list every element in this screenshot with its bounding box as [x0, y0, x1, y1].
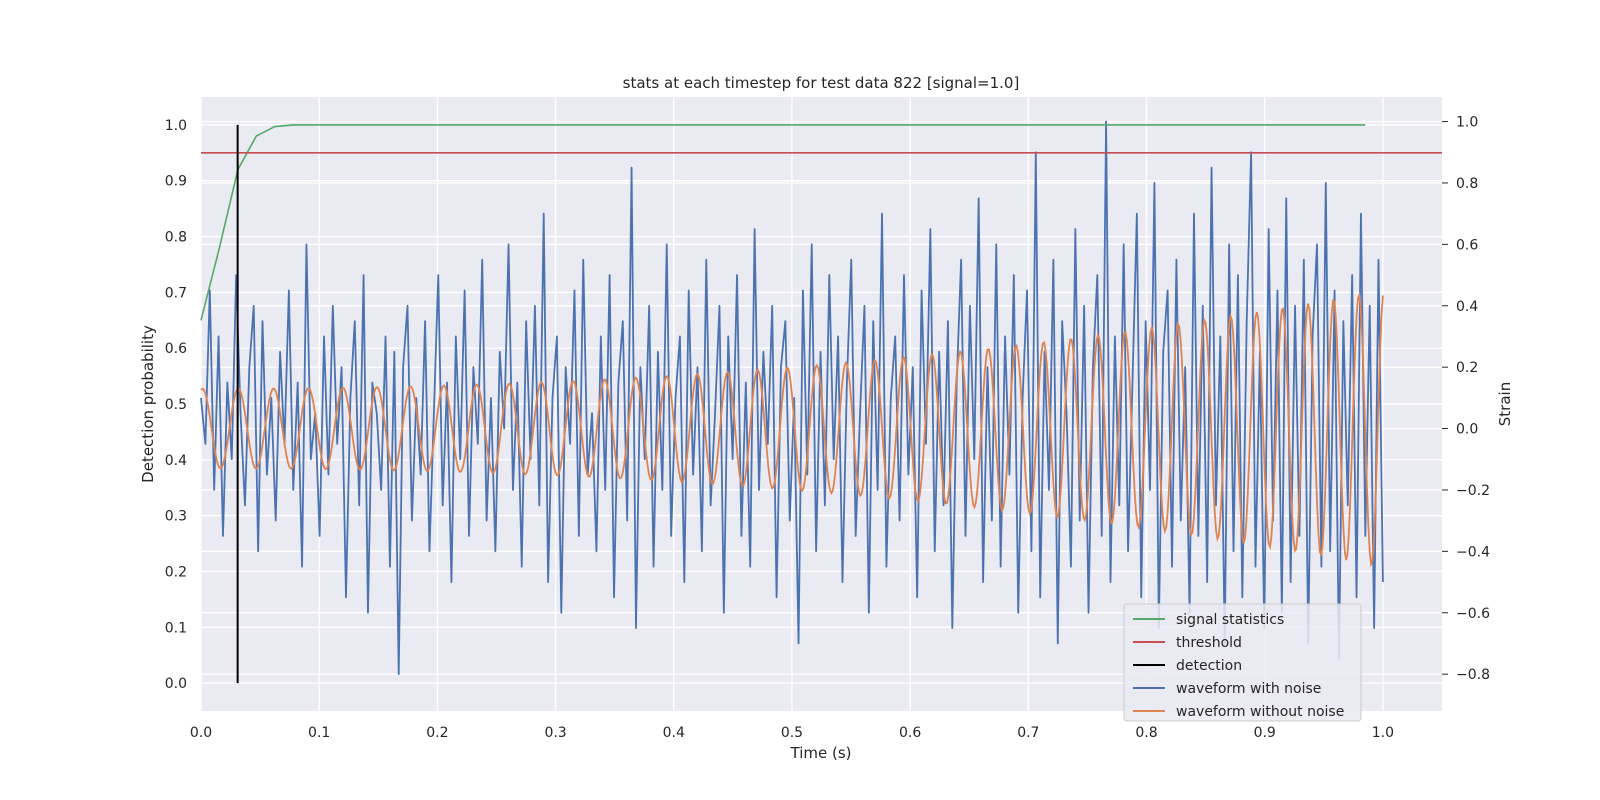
y-right-tick-label: −0.6: [1456, 606, 1490, 622]
x-axis-label: Time (s): [790, 744, 852, 762]
y-right-tick-label: 0.8: [1456, 176, 1478, 192]
x-tick-label: 1.0: [1372, 725, 1394, 741]
y-left-tick-label: 0.5: [165, 397, 187, 413]
legend-label: signal statistics: [1176, 612, 1284, 628]
y-right-tick-label: 0.6: [1456, 237, 1478, 253]
x-tick-label: 0.6: [899, 725, 921, 741]
y-left-tick-label: 0.8: [165, 230, 187, 246]
y-left-tick-labels: 0.0 0.1 0.2 0.3 0.4 0.5 0.6 0.7 0.8 0.9 1.0: [165, 118, 187, 692]
y-right-tick-label: 0.0: [1456, 422, 1478, 438]
y-left-tick-label: 0.9: [165, 174, 187, 190]
x-tick-label: 0.3: [544, 725, 566, 741]
y-right-tick-label: 0.4: [1456, 299, 1478, 315]
legend-label: waveform without noise: [1176, 704, 1344, 720]
y-left-axis-label: Detection probability: [139, 325, 157, 483]
y-left-tick-label: 0.2: [165, 564, 187, 580]
legend-label: detection: [1176, 658, 1242, 674]
x-tick-label: 0.9: [1254, 725, 1276, 741]
chart-title: stats at each timestep for test data 822…: [623, 74, 1020, 92]
y-left-tick-label: 0.6: [165, 341, 187, 357]
y-left-tick-label: 0.0: [165, 676, 187, 692]
y-right-tick-label: −0.4: [1456, 544, 1490, 560]
series-waveform-without-noise: [200, 291, 1384, 568]
x-tick-label: 0.5: [781, 725, 803, 741]
x-tick-label: 0.1: [308, 725, 330, 741]
series-waveform-with-noise: [200, 120, 1384, 676]
y-left-tick-label: 0.4: [165, 453, 187, 469]
x-tick-label: 0.0: [190, 725, 212, 741]
y-left-tick-label: 0.1: [165, 620, 187, 636]
legend-label: threshold: [1176, 635, 1242, 651]
x-tick-label: 0.8: [1135, 725, 1157, 741]
legend-label: waveform with noise: [1176, 681, 1321, 697]
y-right-tick-label: 0.2: [1456, 360, 1478, 376]
y-right-tick-label: 1.0: [1456, 115, 1478, 131]
y-right-tick-label: −0.8: [1456, 667, 1490, 683]
y-left-tick-label: 0.7: [165, 285, 187, 301]
x-tick-label: 0.7: [1017, 725, 1039, 741]
legend: signal statistics threshold detection wavef…: [1123, 603, 1362, 722]
y-right-tick-labels: −0.8 −0.6 −0.4 −0.2 0.0 0.2 0.4 0.6 0.8 1.0: [1442, 115, 1490, 683]
y-right-tick-label: −0.2: [1456, 483, 1490, 499]
x-tick-label: 0.2: [426, 725, 448, 741]
y-left-tick-label: 1.0: [165, 118, 187, 134]
legend-box: [1123, 603, 1362, 722]
y-left-tick-label: 0.3: [165, 509, 187, 525]
series-layer: [200, 120, 1442, 684]
x-tick-labels: 0.0 0.1 0.2 0.3 0.4 0.5 0.6 0.7 0.8 0.9 1.0: [190, 725, 1394, 741]
x-tick-label: 0.4: [663, 725, 685, 741]
y-right-axis-label: Strain: [1496, 382, 1514, 426]
